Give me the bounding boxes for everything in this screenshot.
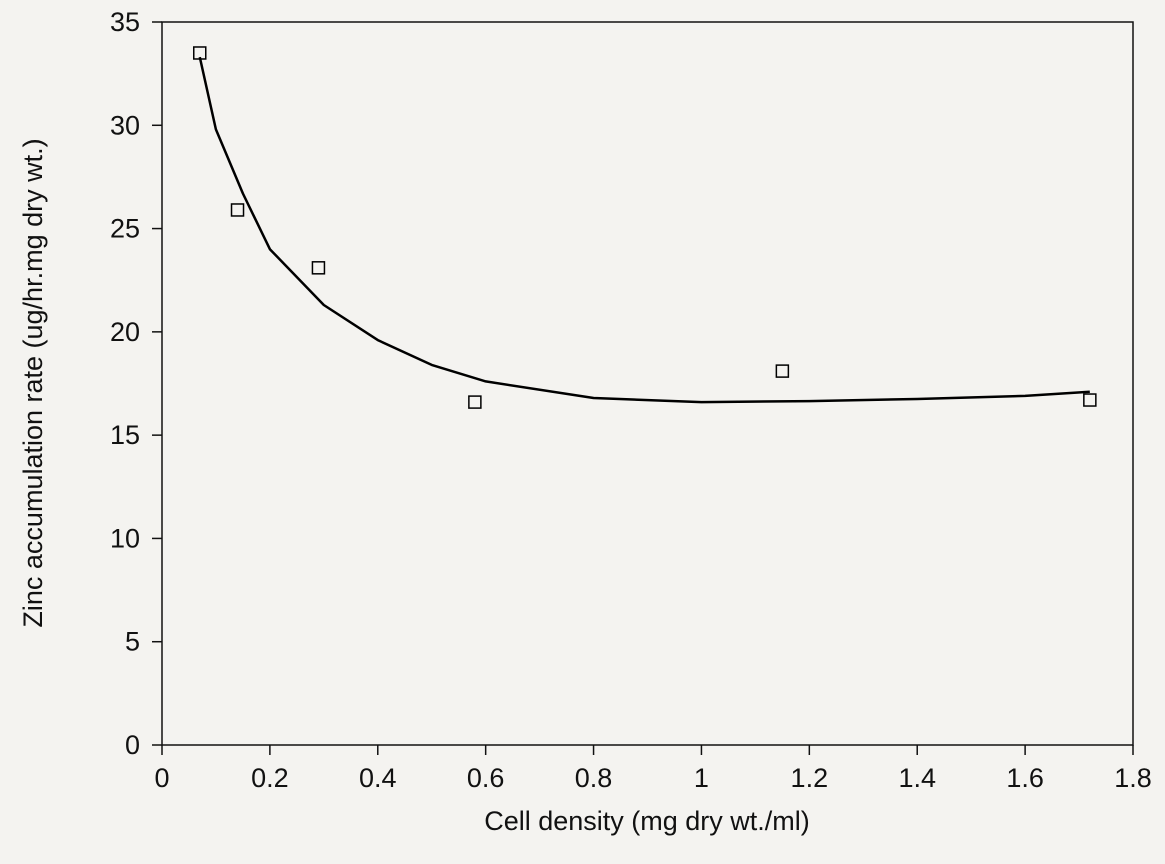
x-tick-label: 1.6	[1006, 763, 1044, 793]
data-point	[775, 364, 790, 378]
x-tick-label: 1.8	[1114, 763, 1152, 793]
y-tick-label: 30	[110, 110, 140, 140]
y-axis-label: Zinc accumulation rate (ug/hr.mg dry wt.…	[18, 138, 48, 627]
x-tick-label: 0	[154, 763, 169, 793]
fit-curve	[198, 56, 1090, 404]
y-tick-label: 15	[110, 420, 140, 450]
y-tick-label: 10	[110, 523, 140, 553]
x-tick-label: 0.8	[575, 763, 613, 793]
y-tick-label: 25	[110, 214, 140, 244]
x-tick-label: 1.2	[791, 763, 829, 793]
y-tick-label: 5	[125, 627, 140, 657]
x-tick-label: 0.6	[467, 763, 505, 793]
y-tick-label: 0	[125, 730, 140, 760]
x-tick-label: 0.2	[251, 763, 289, 793]
x-tick-label: 1.4	[898, 763, 936, 793]
data-point	[1083, 393, 1097, 407]
data-point	[230, 203, 245, 217]
x-tick-label: 0.4	[359, 763, 397, 793]
y-tick-label: 20	[110, 317, 140, 347]
data-point	[468, 395, 482, 409]
y-tick-label: 35	[110, 7, 140, 37]
plot-frame	[161, 21, 1134, 746]
data-point	[311, 261, 326, 275]
x-tick-label: 1	[694, 763, 709, 793]
x-axis-label: Cell density (mg dry wt./ml)	[484, 806, 810, 836]
